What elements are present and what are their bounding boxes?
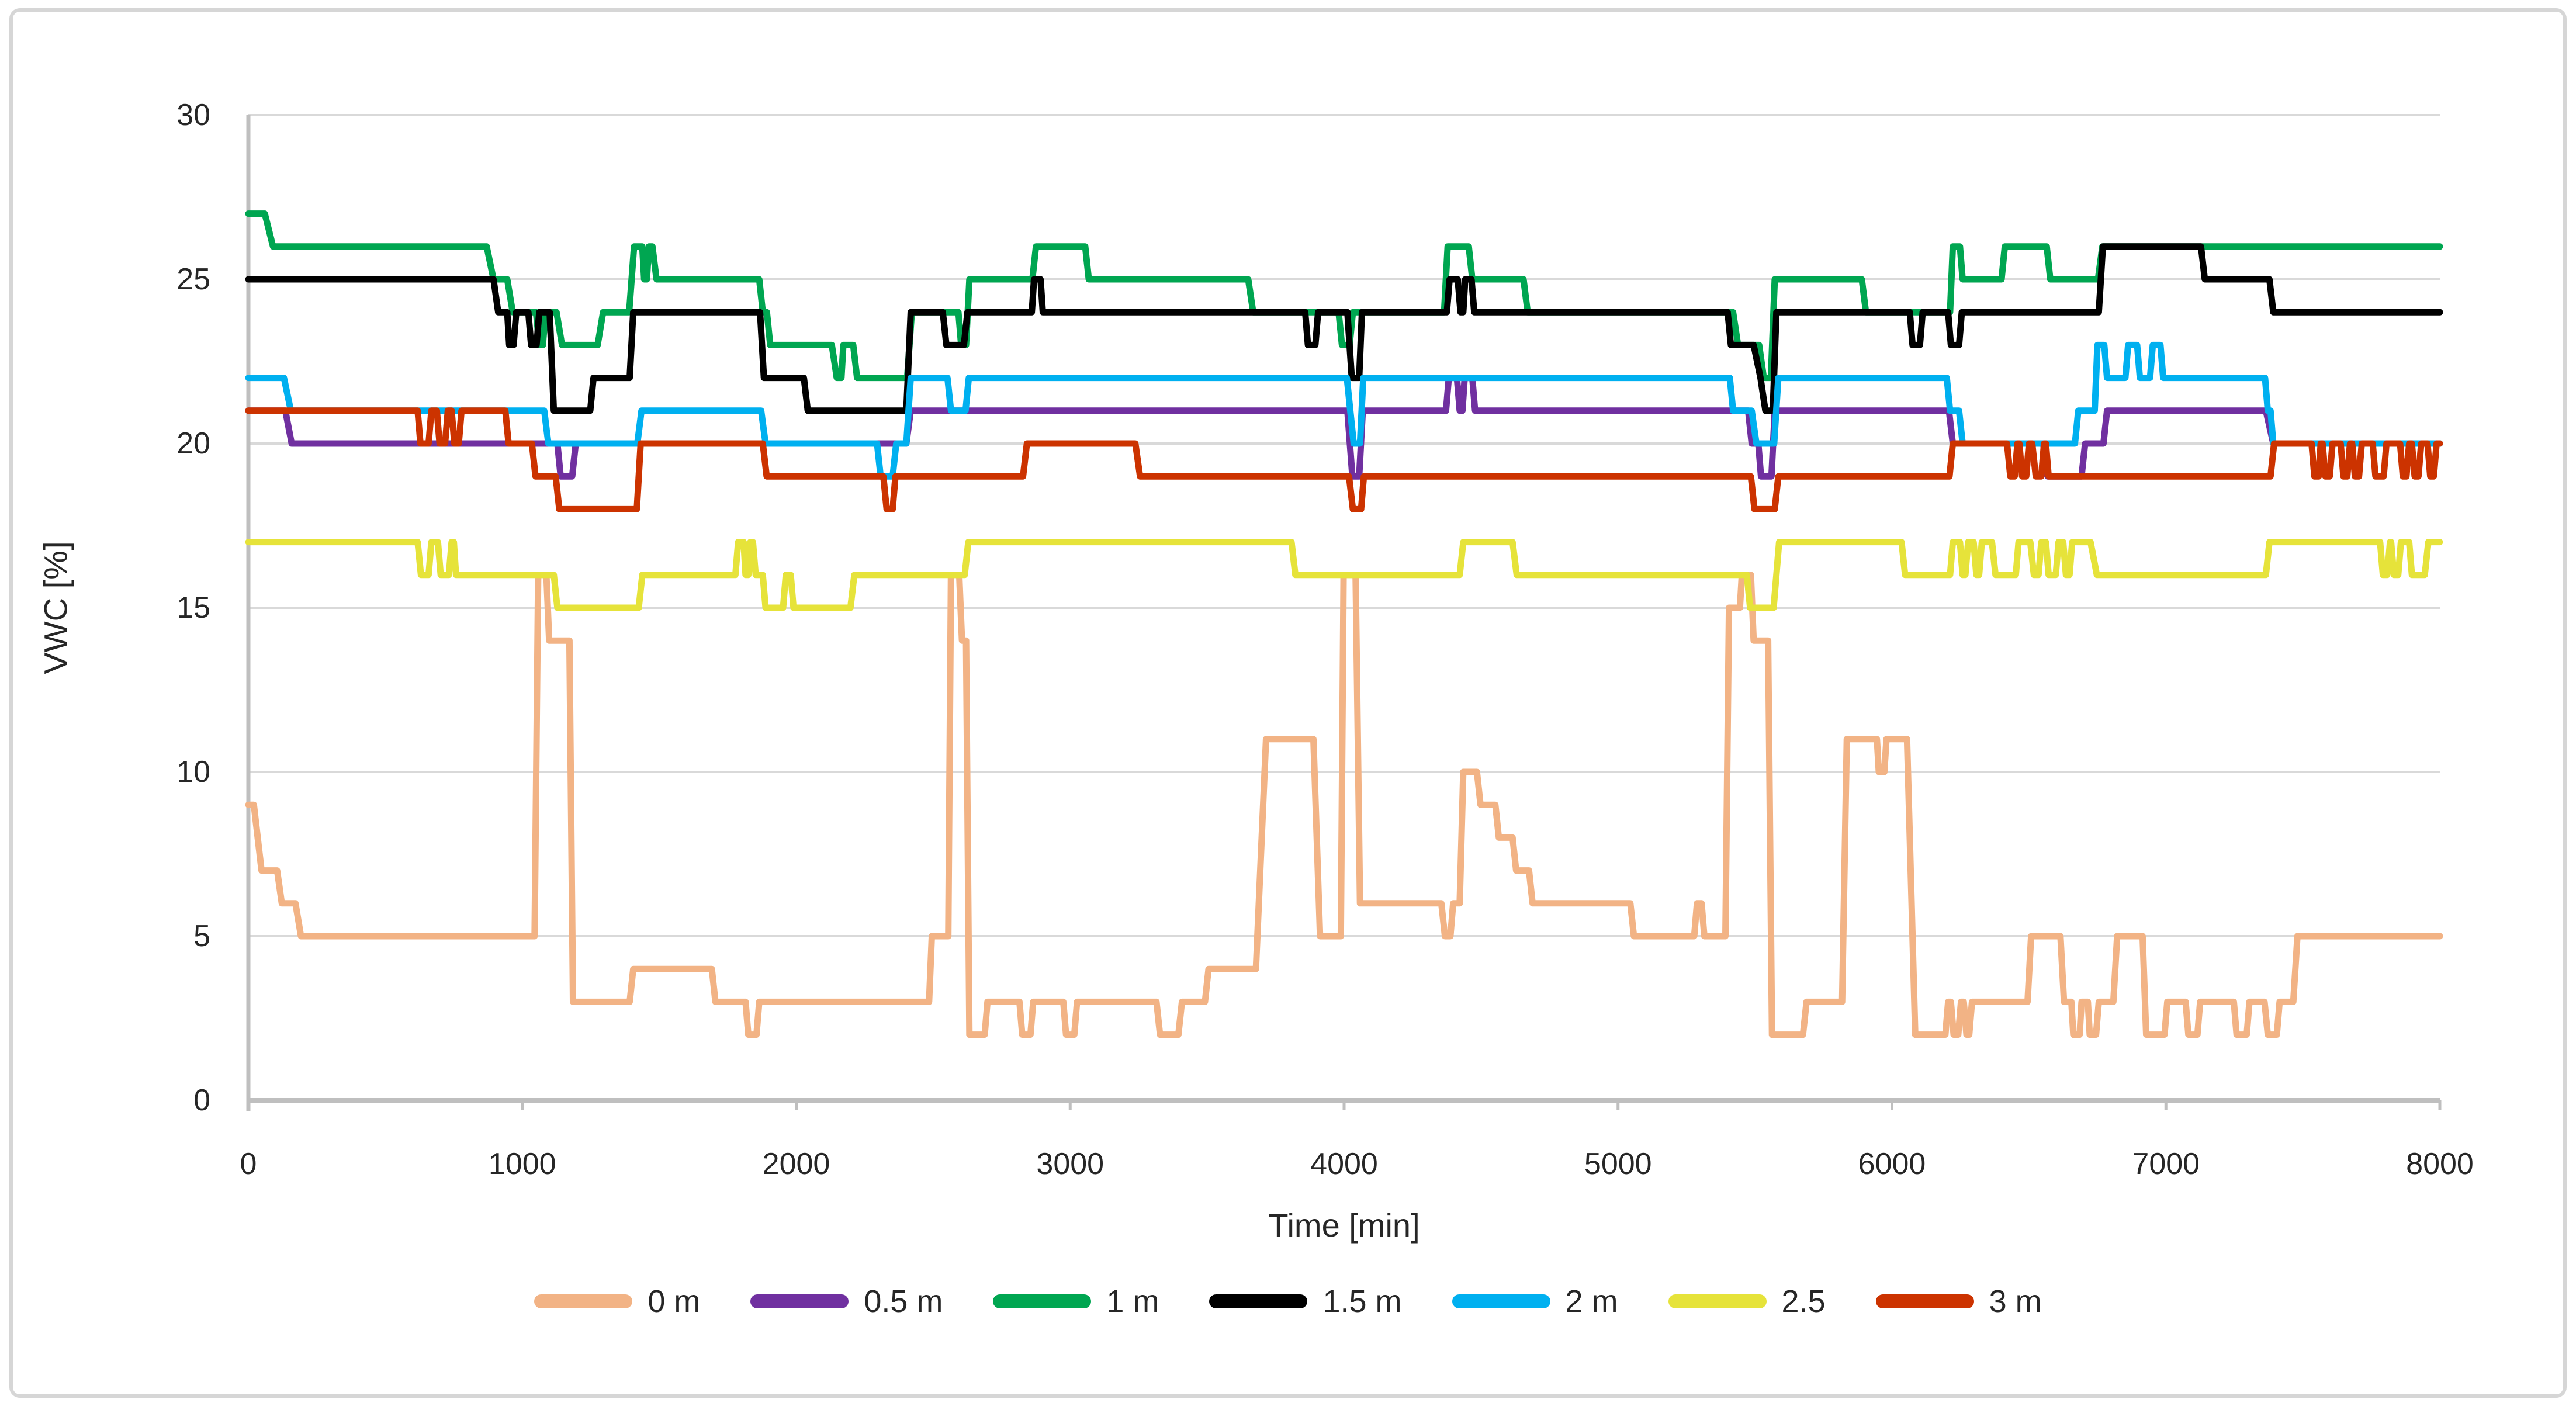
legend-swatch-0.5-m bbox=[750, 1294, 849, 1308]
legend-swatch-1.5-m bbox=[1209, 1294, 1308, 1308]
x-tick-label-3000: 3000 bbox=[1036, 1147, 1105, 1181]
legend-label-0-m: 0 m bbox=[648, 1284, 701, 1319]
y-tick-label-10: 10 bbox=[176, 755, 210, 789]
y-tick-label-5: 5 bbox=[193, 919, 210, 953]
x-tick-label-1000: 1000 bbox=[488, 1147, 556, 1181]
series-line-3-m bbox=[245, 407, 2443, 512]
legend-swatch-2-m bbox=[1452, 1294, 1550, 1308]
y-tick-label-25: 25 bbox=[176, 262, 210, 296]
legend-label-1-m: 1 m bbox=[1106, 1284, 1159, 1319]
legend-item-0.5-m: 0.5 m bbox=[750, 1283, 943, 1320]
series-line-1-m bbox=[245, 210, 2443, 382]
series-line-0-m bbox=[245, 572, 2443, 1038]
legend-label-3-m: 3 m bbox=[1989, 1284, 2042, 1319]
legend-item-1-m: 1 m bbox=[993, 1283, 1159, 1320]
y-tick-label-15: 15 bbox=[176, 591, 210, 625]
x-tick-label-7000: 7000 bbox=[2132, 1147, 2200, 1181]
legend-item-2-m: 2 m bbox=[1452, 1283, 1618, 1320]
legend-swatch-3-m bbox=[1875, 1294, 1974, 1308]
x-tick-label-0: 0 bbox=[240, 1147, 257, 1181]
x-tick-label-6000: 6000 bbox=[1858, 1147, 1926, 1181]
x-tick-label-4000: 4000 bbox=[1310, 1147, 1378, 1181]
series-line-1.5-m bbox=[245, 243, 2443, 414]
y-tick-label-20: 20 bbox=[176, 427, 210, 460]
series-line-2.5 bbox=[245, 539, 2443, 611]
legend-swatch-0-m bbox=[534, 1294, 633, 1308]
y-tick-label-30: 30 bbox=[176, 98, 210, 132]
series-line-2-m bbox=[245, 341, 2443, 480]
legend-item-1.5-m: 1.5 m bbox=[1209, 1283, 1402, 1320]
legend-item-2.5: 2.5 bbox=[1668, 1283, 1826, 1320]
series-line-0.5-m bbox=[245, 375, 2443, 480]
legend-label-1.5-m: 1.5 m bbox=[1322, 1284, 1402, 1319]
x-tick-label-2000: 2000 bbox=[762, 1147, 830, 1181]
legend-label-0.5-m: 0.5 m bbox=[864, 1284, 943, 1319]
x-tick-label-5000: 5000 bbox=[1584, 1147, 1652, 1181]
chart-legend: 0 m 0.5 m 1 m 1.5 m 2 m 2.5 3 m bbox=[0, 1283, 2576, 1320]
x-tick-label-8000: 8000 bbox=[2406, 1147, 2474, 1181]
y-tick-label-0: 0 bbox=[193, 1083, 210, 1117]
legend-label-2.5: 2.5 bbox=[1781, 1284, 1826, 1319]
legend-item-3-m: 3 m bbox=[1875, 1283, 2042, 1320]
legend-label-2-m: 2 m bbox=[1565, 1284, 1618, 1319]
legend-swatch-1-m bbox=[993, 1294, 1092, 1308]
y-axis-title: VWC [%] bbox=[37, 541, 74, 674]
legend-swatch-2.5 bbox=[1668, 1294, 1767, 1308]
chart-border-frame bbox=[9, 8, 2567, 1398]
x-axis-title: Time [min] bbox=[1268, 1207, 1420, 1244]
legend-item-0-m: 0 m bbox=[534, 1283, 700, 1320]
